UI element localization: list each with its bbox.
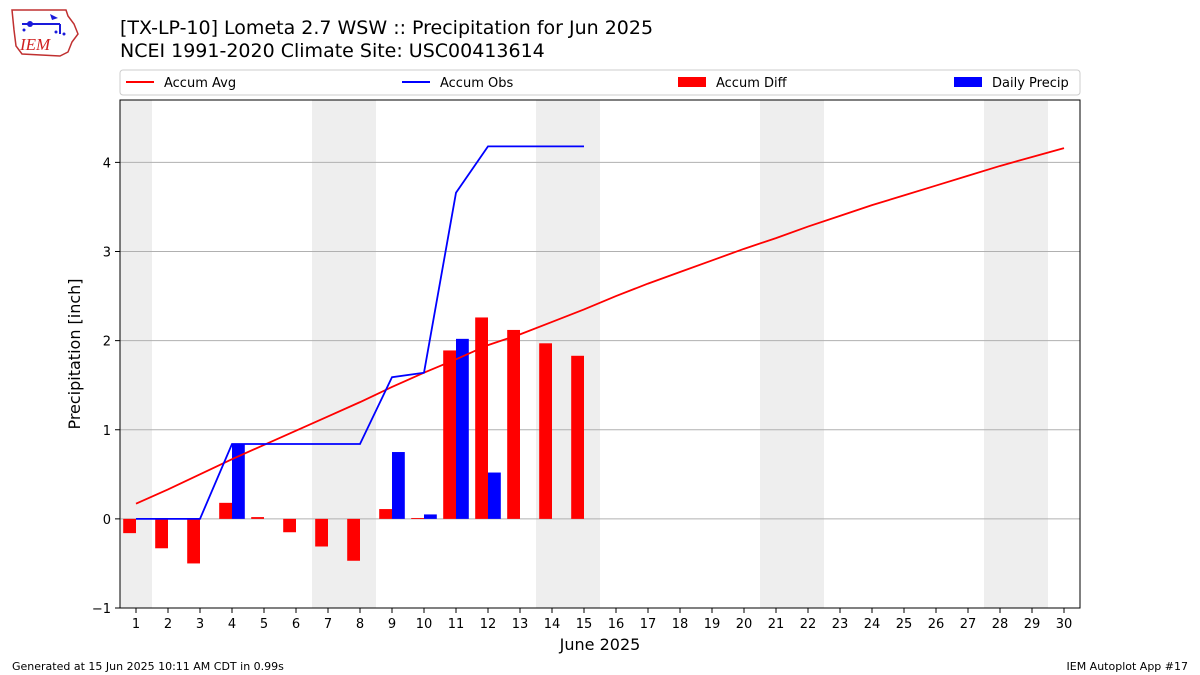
x-tick-label: 29 — [1024, 617, 1041, 632]
legend-label: Daily Precip — [992, 76, 1069, 91]
bar-marks — [123, 317, 584, 564]
accum-diff-bar — [155, 518, 168, 549]
accum-diff-bar — [219, 502, 232, 519]
x-axis-label: June 2025 — [559, 635, 641, 654]
accum-obs-line — [136, 145, 584, 520]
x-tick-label: 30 — [1056, 617, 1073, 632]
x-tick-label: 26 — [928, 617, 945, 632]
x-tick-label: 3 — [196, 617, 204, 632]
logo-text: IEM — [19, 35, 51, 54]
accum-diff-bar — [315, 518, 328, 547]
plot-frame — [119, 99, 1081, 609]
x-tick-label: 10 — [416, 617, 433, 632]
x-tick-label: 16 — [608, 617, 625, 632]
accum-diff-bar — [571, 355, 584, 519]
x-tick-label: 22 — [800, 617, 817, 632]
x-axis-ticks: 1 2 3 4 5 6 7 8 9 10 11 12 13 14 15 16 17 18 19 20 21 22 23 24 2… — [132, 608, 1072, 632]
x-tick-label: 17 — [640, 617, 657, 632]
daily-precip-bar — [456, 338, 469, 519]
x-tick-label: 7 — [324, 617, 332, 632]
x-tick-label: 21 — [768, 617, 785, 632]
x-tick-label: 4 — [228, 617, 236, 632]
x-tick-label: 1 — [132, 617, 140, 632]
legend-swatch — [678, 77, 706, 87]
y-tick-label: 2 — [103, 335, 111, 350]
y-axis-ticks: −1 0 1 2 3 4 — [92, 156, 120, 617]
x-tick-label: 12 — [480, 617, 497, 632]
chart-subtitle: NCEI 1991-2020 Climate Site: USC00413614 — [120, 40, 545, 62]
x-tick-label: 14 — [544, 617, 561, 632]
legend-label: Accum Obs — [440, 76, 513, 91]
y-axis-label: Precipitation [inch] — [65, 278, 84, 429]
daily-precip-bar — [488, 472, 501, 519]
accum-diff-bar — [187, 518, 200, 564]
x-tick-label: 19 — [704, 617, 721, 632]
x-tick-label: 13 — [512, 617, 529, 632]
x-tick-label: 28 — [992, 617, 1009, 632]
legend-label: Accum Avg — [164, 76, 236, 91]
x-tick-label: 15 — [576, 617, 593, 632]
weekend-band — [760, 100, 824, 608]
accum-diff-bar — [347, 518, 360, 561]
daily-precip-bar — [232, 444, 245, 519]
x-tick-label: 5 — [260, 617, 268, 632]
legend: Accum Avg Accum Obs Accum Diff Daily Precip — [119, 69, 1081, 96]
x-tick-label: 27 — [960, 617, 977, 632]
daily-precip-bar — [392, 452, 405, 519]
x-tick-label: 24 — [864, 617, 881, 632]
accum-avg-line — [135, 147, 1065, 505]
accum-diff-bar — [539, 343, 552, 519]
x-tick-label: 6 — [292, 617, 300, 632]
legend-swatch — [954, 77, 982, 87]
weekend-bands — [120, 100, 1048, 608]
accum-diff-bar — [507, 329, 520, 519]
x-tick-label: 8 — [356, 617, 364, 632]
y-tick-label: 0 — [103, 513, 111, 528]
accum-diff-bar — [123, 518, 136, 534]
x-tick-label: 25 — [896, 617, 913, 632]
y-tick-label: 3 — [103, 246, 111, 261]
accum-diff-bar — [443, 350, 456, 519]
generated-timestamp: Generated at 15 Jun 2025 10:11 AM CDT in… — [12, 660, 284, 673]
line-marks — [135, 145, 1065, 520]
daily-precip-bar — [424, 514, 437, 519]
x-tick-label: 9 — [388, 617, 396, 632]
weekend-band — [984, 100, 1048, 608]
accum-diff-bar — [379, 509, 392, 519]
y-tick-label: −1 — [92, 602, 111, 617]
x-tick-label: 18 — [672, 617, 689, 632]
app-credit: IEM Autoplot App #17 — [1066, 660, 1189, 673]
y-tick-label: 4 — [103, 156, 111, 171]
accum-diff-bar — [251, 517, 264, 519]
y-tick-label: 1 — [103, 424, 111, 439]
legend-label: Accum Diff — [716, 76, 788, 91]
legend-box — [119, 69, 1081, 96]
x-tick-label: 2 — [164, 617, 172, 632]
chart-title: [TX-LP-10] Lometa 2.7 WSW :: Precipitati… — [120, 17, 654, 39]
accum-diff-bar — [475, 317, 488, 519]
accum-diff-bar — [411, 517, 424, 519]
x-tick-label: 20 — [736, 617, 753, 632]
x-tick-label: 23 — [832, 617, 849, 632]
iem-logo-icon[interactable]: IEM — [8, 6, 80, 60]
x-tick-label: 11 — [448, 617, 465, 632]
accum-diff-bar — [283, 518, 296, 533]
